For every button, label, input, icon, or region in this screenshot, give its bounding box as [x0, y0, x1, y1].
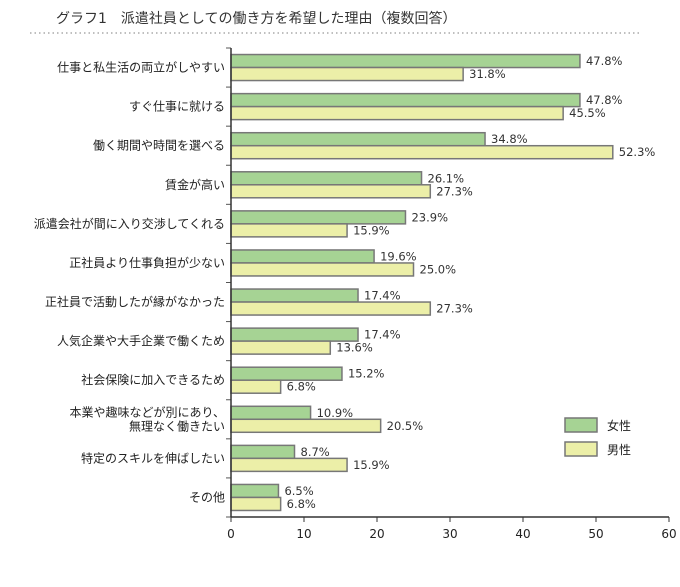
bar-female [230, 53, 581, 69]
x-tick-label: 10 [296, 527, 311, 541]
value-label-female: 34.8% [491, 132, 528, 146]
x-tick-label: 0 [227, 527, 235, 541]
bar-female [230, 249, 375, 264]
value-label-female: 15.2% [348, 367, 385, 381]
bar-male [230, 457, 348, 473]
bar-male [230, 223, 348, 238]
value-label-male: 25.0% [420, 262, 457, 276]
bar-female [230, 366, 343, 381]
legend-label-male: 男性 [607, 443, 631, 457]
x-tick-label: 30 [442, 527, 457, 541]
value-label-female: 10.9% [317, 406, 354, 420]
bar-male [230, 144, 614, 160]
bar-female [230, 92, 581, 108]
category-label: 特定のスキルを伸ばしたい [81, 450, 225, 465]
bar-male [230, 340, 332, 355]
legend-label-female: 女性 [607, 418, 631, 433]
value-label-male: 31.8% [469, 67, 506, 81]
value-label-male: 52.3% [619, 145, 656, 159]
bar-female [230, 405, 312, 421]
bar-male [230, 379, 282, 394]
value-label-male: 15.9% [353, 458, 390, 472]
category-label: 正社員で活動したが縁がなかった [45, 294, 225, 309]
x-tick-label: 50 [588, 527, 603, 541]
value-label-female: 8.7% [301, 445, 330, 459]
value-label-female: 23.9% [411, 210, 448, 224]
category-label: 働く期間や時間を選べる [93, 139, 225, 153]
value-label-male: 20.5% [387, 419, 424, 433]
value-label-female: 26.1% [428, 171, 465, 185]
value-label-female: 47.8% [586, 93, 623, 107]
bar-male [230, 184, 432, 199]
bar-male [230, 66, 464, 82]
category-label: 人気企業や大手企業で働くため [57, 333, 225, 348]
bar-female [230, 288, 359, 303]
value-label-male: 13.6% [336, 341, 373, 355]
value-label-male: 15.9% [353, 223, 390, 237]
category-label: すぐ仕事に就ける [129, 100, 225, 114]
bar-female [230, 327, 359, 342]
category-label: 仕事と私生活の両立がしやすい [57, 60, 225, 75]
value-label-male: 45.5% [569, 106, 606, 120]
value-label-female: 19.6% [380, 249, 417, 263]
bar-female [230, 444, 296, 460]
bar-male [230, 496, 282, 512]
legend-swatch-male [564, 441, 598, 457]
bar-male [230, 105, 564, 121]
legend-swatch-female [564, 417, 598, 433]
category-label: 賃金が高い [165, 177, 225, 192]
bar-female [230, 210, 407, 225]
bar-male [230, 301, 432, 316]
chart-title: グラフ1 派遣社員としての働き方を希望した理由（複数回答） [56, 10, 457, 27]
category-label: 本業や趣味などが別にあり、無理なく働きたい [69, 404, 225, 433]
value-label-female: 47.8% [586, 54, 623, 68]
bar-female [230, 171, 423, 186]
value-label-female: 17.4% [364, 328, 401, 342]
value-label-female: 6.5% [284, 484, 313, 498]
x-tick-label: 60 [661, 527, 676, 541]
category-label: 派遣会社が間に入り交渉してくれる [34, 216, 225, 231]
value-label-female: 17.4% [364, 289, 401, 303]
bar-female [230, 131, 486, 147]
value-label-male: 6.8% [287, 497, 316, 511]
value-label-male: 6.8% [287, 380, 316, 394]
value-label-male: 27.3% [436, 184, 473, 198]
value-label-male: 27.3% [436, 302, 473, 316]
bar-male [230, 262, 415, 277]
category-label: 正社員より仕事負担が少ない [69, 255, 225, 270]
bar-female [230, 483, 280, 499]
category-label: 社会保険に加入できるため [81, 372, 225, 387]
bar-male [230, 418, 382, 434]
category-label: その他 [189, 490, 225, 504]
x-tick-label: 20 [369, 527, 384, 541]
x-tick-label: 40 [515, 527, 530, 541]
